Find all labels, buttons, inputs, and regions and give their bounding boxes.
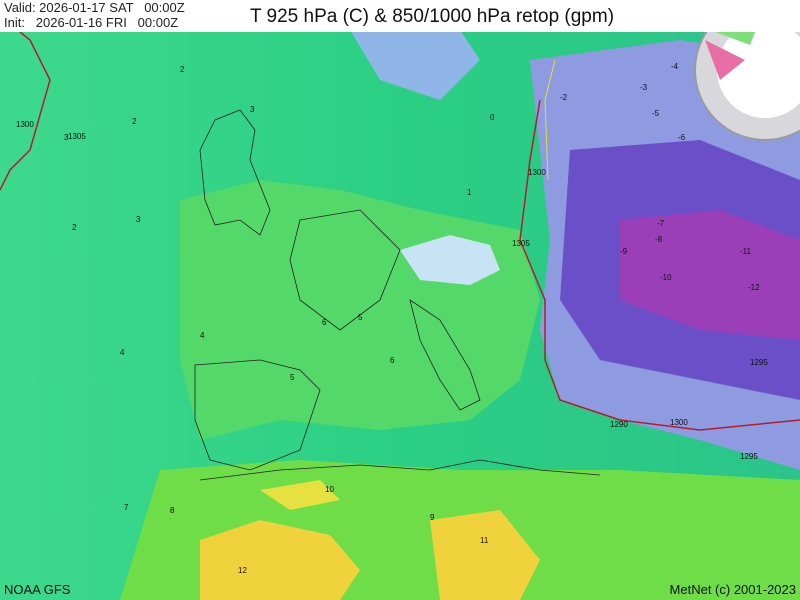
init-time: Init: 2026-01-16 FRI 00:00Z <box>4 15 179 30</box>
coastline-iberia <box>194 359 321 471</box>
coastline-italy <box>409 299 481 411</box>
temp-label: -2 <box>560 93 568 102</box>
temp-label: 2 <box>180 65 185 74</box>
map-title: T 925 hPa (C) & 850/1000 hPa retop (gpm) <box>250 6 615 27</box>
temp-label: 3 <box>250 105 255 114</box>
height-label: 1290 <box>610 420 628 429</box>
temp-label: 5 <box>290 373 295 382</box>
warm-patch <box>200 520 360 600</box>
copyright-credit: MetNet (c) 2001-2023 <box>669 582 796 597</box>
temp-label: 6 <box>390 356 395 365</box>
height-labels: 1300 1305 1300 1305 1295 1290 1295 1300 <box>16 120 768 461</box>
temp-label: 9 <box>430 513 435 522</box>
temp-label: 10 <box>325 485 334 494</box>
temp-label: -4 <box>671 62 679 71</box>
temp-label: -12 <box>748 283 760 292</box>
height-label: 1305 <box>68 132 86 141</box>
coastline <box>199 109 271 236</box>
model-source: NOAA GFS <box>4 582 71 597</box>
temp-label: 4 <box>200 331 205 340</box>
temp-label: -10 <box>660 273 672 282</box>
temp-label: 8 <box>170 506 175 515</box>
warm-patch-3 <box>260 480 340 510</box>
temperature-labels: 2 2 3 3 2 4 5 6 7 8 9 10 11 12 -4 -5 -6 … <box>64 62 760 575</box>
temp-label: -7 <box>657 219 665 228</box>
height-label: 1300 <box>528 168 546 177</box>
color-legend-wheel <box>694 0 800 141</box>
height-label: 1295 <box>750 358 768 367</box>
coastline-africa <box>199 459 601 481</box>
temp-label: -11 <box>740 247 752 256</box>
height-label: 1300 <box>16 120 34 129</box>
temp-label: -8 <box>655 235 663 244</box>
temp-label: 5 <box>358 313 363 322</box>
temp-label: 7 <box>124 503 129 512</box>
temp-label: -3 <box>640 83 648 92</box>
scandinavia-cold <box>350 30 480 100</box>
temp-label: -5 <box>652 109 660 118</box>
temp-label: 12 <box>238 566 247 575</box>
temp-label: 11 <box>480 536 489 545</box>
height-label: 1295 <box>740 452 758 461</box>
temp-label: 0 <box>490 113 495 122</box>
temp-label: 1 <box>467 188 472 197</box>
coldest-east <box>620 210 800 340</box>
temp-label: -9 <box>620 247 628 256</box>
temp-label: 3 <box>136 215 141 224</box>
temp-label: 4 <box>120 348 125 357</box>
height-contour-2 <box>519 99 800 431</box>
height-label: 1300 <box>670 418 688 427</box>
header-bar: Valid: 2026-01-17 SAT 00:00Z Init: 2026-… <box>0 0 800 32</box>
temp-label: 2 <box>132 117 137 126</box>
height-label: 1305 <box>512 239 530 248</box>
height-contour-3 <box>544 59 556 181</box>
temp-label: 6 <box>322 318 327 327</box>
temp-label: 3 <box>64 133 69 142</box>
warm-patch-2 <box>430 510 540 600</box>
height-contour-1 <box>0 31 51 191</box>
temp-label: 2 <box>72 223 77 232</box>
coastline-france <box>289 209 401 331</box>
alps-cold-area <box>400 235 500 285</box>
valid-time: Valid: 2026-01-17 SAT 00:00Z <box>4 0 185 15</box>
temp-label: -6 <box>678 133 686 142</box>
